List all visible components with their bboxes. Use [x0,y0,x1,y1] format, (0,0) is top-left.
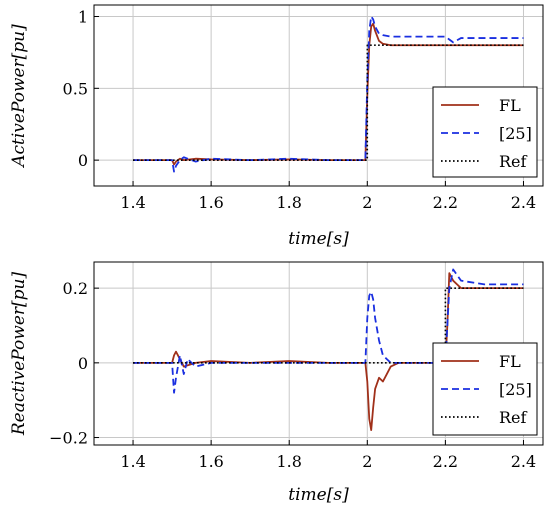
x-tick-label: 2.4 [511,452,536,471]
series-line-25 [133,268,524,394]
y-tick-label: 0.2 [63,279,88,298]
legend-label: FL [499,352,521,371]
legend: FL [25] Ref [432,342,538,436]
x-tick-label: 2 [362,452,372,471]
x-tick-label: 2.2 [433,193,458,212]
legend: FL [25] Ref [432,86,538,178]
plot-frame [93,261,544,446]
x-tick-label: 1.8 [276,452,301,471]
x-tick-label: 1.4 [120,193,145,212]
x-tick-label: 2.4 [511,193,536,212]
chart-panel-2: 1.4 1.6 1.8 2 2.2 2.4 −0.2 0 0.2 time[s] ReactiveP… [9,261,544,505]
legend-label: [25] [499,380,532,399]
legend-label: Ref [499,152,528,171]
y-axis-label: ActivePower[pu] [9,24,29,169]
y-tick-label: 0 [78,151,88,170]
y-tick-label: 0 [78,354,88,373]
x-tick-label: 1.6 [198,193,223,212]
y-tick-label: 1 [78,7,88,26]
x-tick-label: 2.2 [433,452,458,471]
series-group [133,268,524,431]
plot-frame [93,4,544,187]
series-line-fl [133,272,524,431]
series-line-fl [133,22,524,166]
legend-label: [25] [499,124,532,143]
chart-panel-1: 1.4 1.6 1.8 2 2.2 2.4 0 0.5 1 time[s] ActivePower[… [9,4,544,249]
legend-box [432,342,538,436]
x-tick-label: 2 [362,193,372,212]
legend-label: FL [499,96,521,115]
y-tick-label: 0.5 [63,79,88,98]
legend-label: Ref [499,408,528,427]
y-tick-label: −0.2 [49,429,88,448]
series-line-ref [133,44,524,161]
x-axis-label: time[s] [288,229,349,249]
series-line-ref [133,287,524,364]
x-tick-label: 1.6 [198,452,223,471]
series-line-25 [133,15,524,173]
x-axis-label: time[s] [288,485,349,505]
y-axis-label: ReactivePower[pu] [9,272,29,437]
x-tick-label: 1.8 [276,193,301,212]
x-tick-label: 1.4 [120,452,145,471]
legend-box [432,86,538,178]
series-group [133,15,524,173]
